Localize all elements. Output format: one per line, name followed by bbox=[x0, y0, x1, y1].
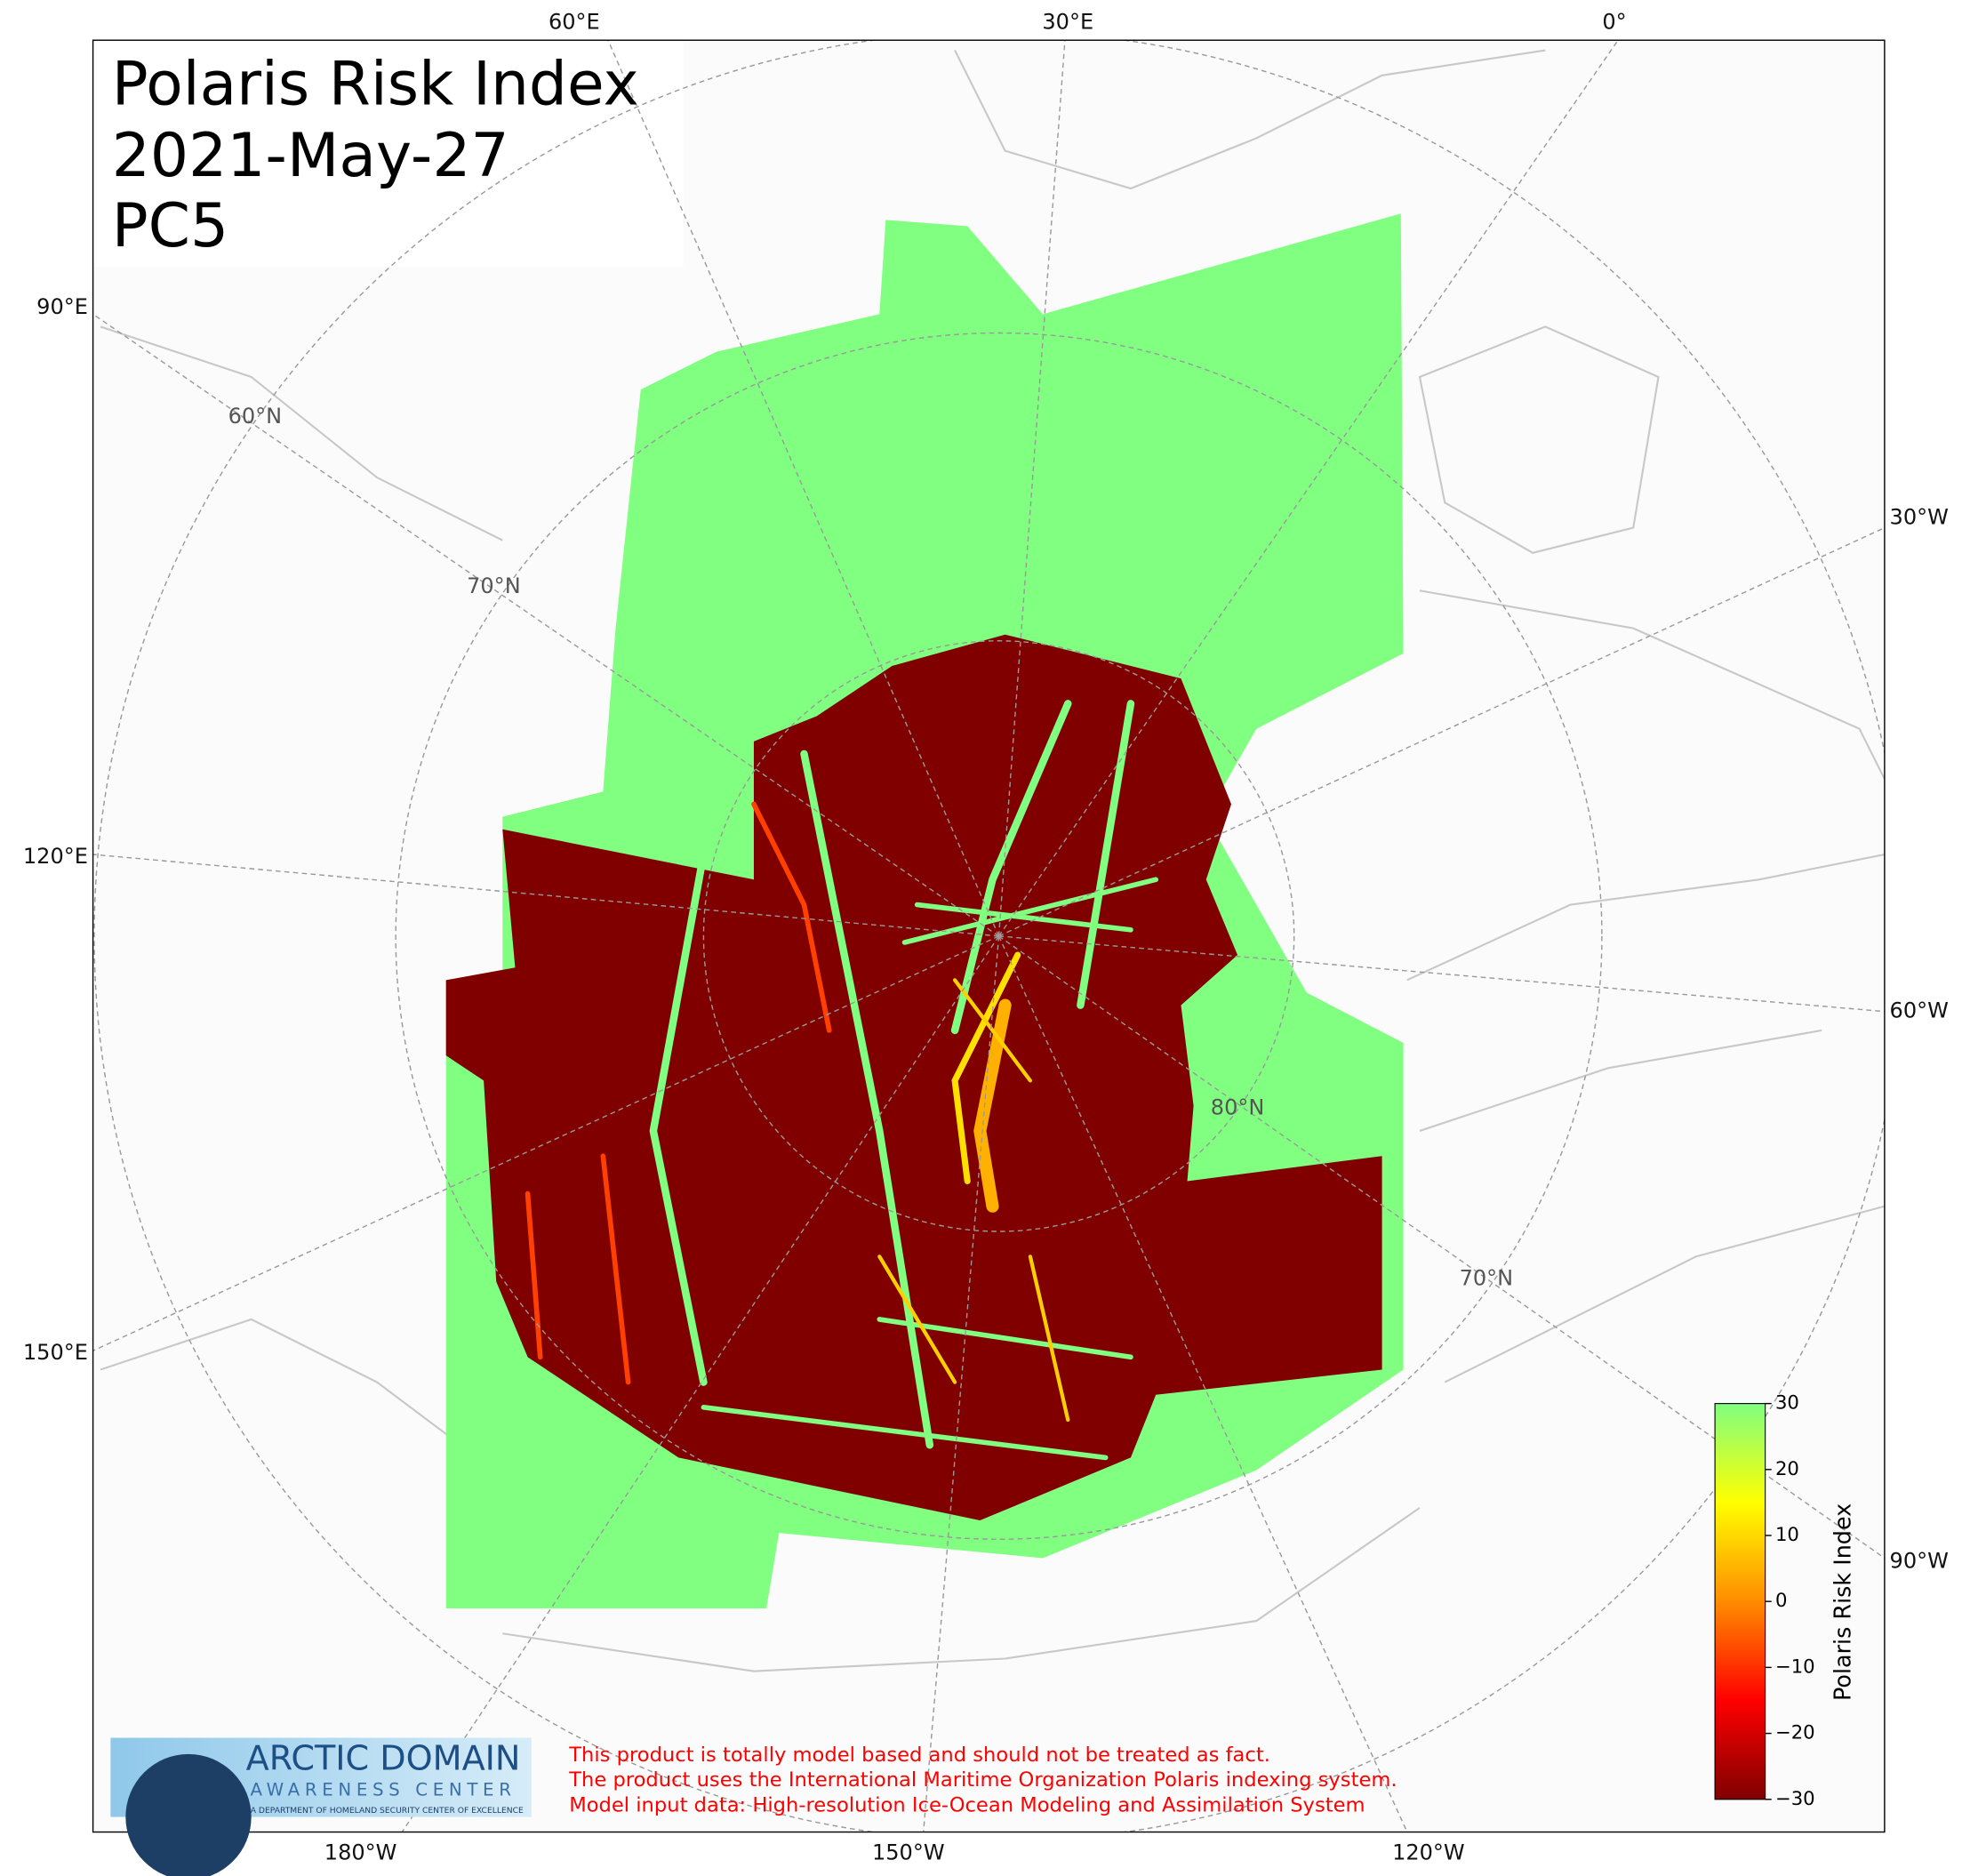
title-line: 2021-May-27 bbox=[112, 120, 509, 190]
longitude-label: 30°E bbox=[1042, 9, 1093, 34]
colorbar-tick-label: 10 bbox=[1775, 1523, 1799, 1545]
longitude-label: 150°E bbox=[23, 1340, 88, 1365]
colorbar-tick-label: 20 bbox=[1775, 1457, 1799, 1479]
longitude-label: 30°W bbox=[1890, 504, 1949, 529]
logo-subtitle: AWARENESS CENTER bbox=[250, 1779, 516, 1800]
logo: ARCTIC DOMAIN AWARENESS CENTER A DEPARTM… bbox=[110, 1737, 532, 1876]
high-risk-area bbox=[445, 634, 1382, 1521]
map-body bbox=[92, 40, 1885, 1832]
map-frame bbox=[92, 39, 1886, 1833]
disclaimer-line: The product uses the International Marit… bbox=[568, 1768, 1397, 1792]
coastline bbox=[100, 49, 1885, 1672]
longitude-label: 180°W bbox=[324, 1840, 397, 1865]
colorbar-tick-label: −30 bbox=[1775, 1787, 1815, 1809]
colorbar bbox=[1714, 1403, 1766, 1800]
latitude-label: 70°N bbox=[467, 573, 521, 598]
longitude-label: 60°E bbox=[549, 9, 600, 34]
graticule bbox=[92, 40, 1885, 1832]
longitude-label: 90°W bbox=[1890, 1549, 1949, 1574]
title-backdrop bbox=[92, 40, 684, 267]
longitude-label: 120°W bbox=[1392, 1840, 1465, 1865]
longitude-label: 150°W bbox=[872, 1840, 945, 1865]
latitude-label: 60°N bbox=[228, 404, 283, 429]
title-line: PC5 bbox=[112, 190, 228, 261]
longitude-label: 90°E bbox=[36, 294, 88, 319]
logo-globe bbox=[125, 1753, 252, 1876]
longitude-label: 0° bbox=[1602, 9, 1626, 34]
logo-tagline: A DEPARTMENT OF HOMELAND SECURITY CENTER… bbox=[251, 1806, 524, 1816]
meridian bbox=[92, 40, 1885, 1832]
latitude-circle bbox=[395, 332, 1603, 1540]
longitude-label: 60°W bbox=[1890, 998, 1949, 1023]
longitude-label: 120°E bbox=[23, 844, 88, 869]
latitude-label: 80°N bbox=[1211, 1094, 1265, 1119]
disclaimer-line: This product is totally model based and … bbox=[568, 1744, 1270, 1767]
logo-name: ARCTIC DOMAIN bbox=[246, 1738, 521, 1777]
colorbar-tick-label: −20 bbox=[1775, 1721, 1815, 1744]
colorbar-ticks: 30 20 10 0 −10 −20 −30 bbox=[1765, 1391, 1815, 1809]
colorbar-tick-label: 30 bbox=[1775, 1391, 1799, 1414]
risk-streaks bbox=[525, 700, 1159, 1461]
latitude-circle bbox=[702, 640, 1295, 1232]
latitude-label: 70°N bbox=[1460, 1266, 1514, 1291]
colorbar-tick-label: −10 bbox=[1775, 1655, 1815, 1677]
disclaimer-line: Model input data: High-resolution Ice-Oc… bbox=[569, 1793, 1365, 1816]
colorbar-label: Polaris Risk Index bbox=[1830, 1503, 1856, 1701]
title-line: Polaris Risk Index bbox=[112, 48, 639, 118]
latitude-circle bbox=[93, 40, 1885, 1832]
colorbar-tick-label: 0 bbox=[1775, 1589, 1787, 1611]
